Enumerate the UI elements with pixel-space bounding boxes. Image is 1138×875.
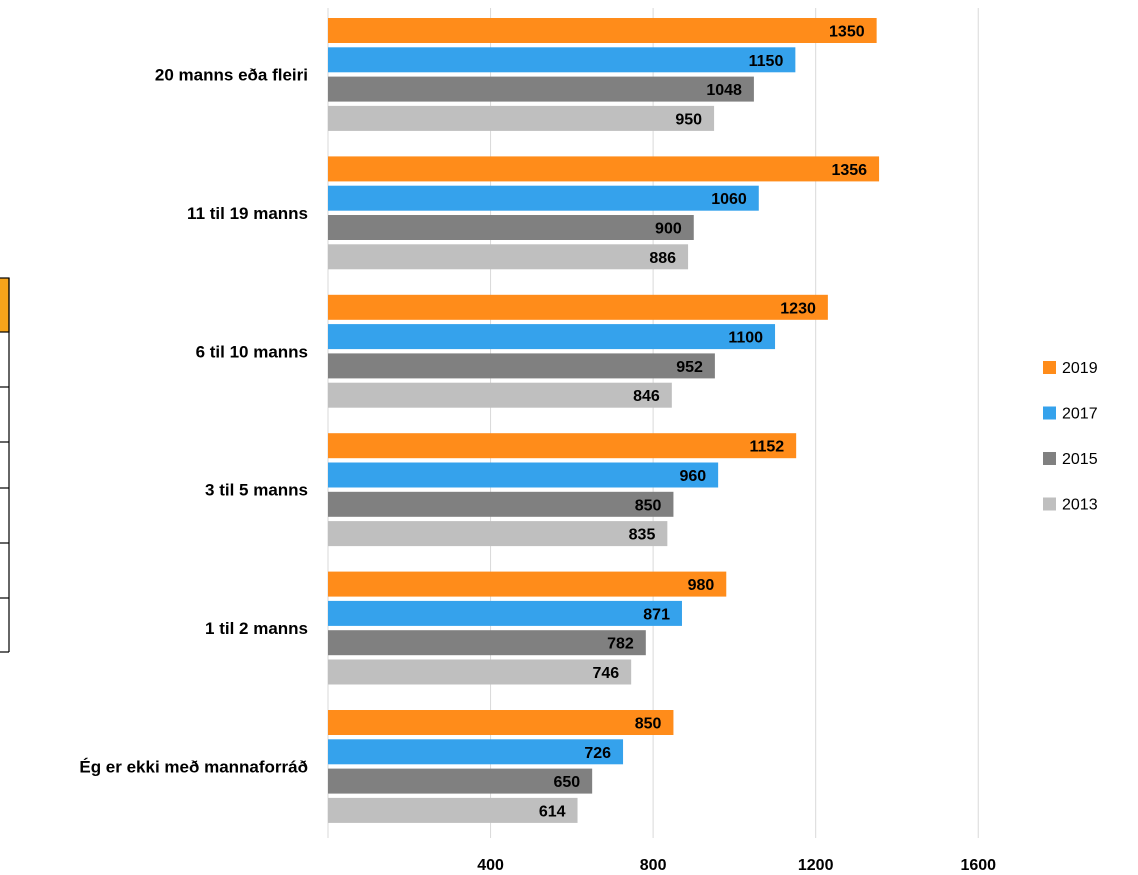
category-label: 11 til 19 manns: [187, 204, 308, 223]
table-header-cell: [0, 277, 10, 333]
data-label: 782: [607, 636, 634, 653]
gridlines: [327, 8, 979, 838]
data-label: 1152: [749, 439, 784, 456]
legend-label: 2019: [1062, 360, 1098, 377]
legend-label: 2017: [1062, 406, 1098, 423]
bar-2015: [328, 215, 694, 240]
bar-2019: [328, 571, 727, 597]
data-label: 1100: [728, 330, 763, 347]
data-label: 960: [679, 468, 706, 485]
bar-2019: [328, 710, 674, 735]
data-label: 746: [592, 665, 619, 682]
category-label: 20 manns eða fleiri: [155, 65, 308, 84]
data-label: 980: [688, 577, 715, 594]
legend-swatch: [1043, 406, 1056, 420]
data-label: 1048: [706, 82, 742, 99]
bars: [328, 18, 880, 823]
bar-2019: [328, 156, 880, 182]
x-tick-label: 1200: [798, 857, 834, 874]
bar-2019: [328, 433, 797, 459]
bar-2017: [328, 185, 759, 211]
x-tick-label: 800: [640, 857, 667, 874]
bar-2019: [328, 18, 877, 43]
bar-2019: [328, 294, 828, 320]
bar-2013: [328, 105, 715, 131]
bar-2017: [328, 47, 796, 73]
legend-swatch: [1043, 452, 1056, 465]
data-label: 900: [655, 221, 682, 238]
category-label: Ég er ekki með mannaforráð: [79, 757, 308, 776]
bar-2013: [328, 244, 689, 270]
data-label: 871: [643, 606, 670, 623]
bar-2013: [328, 659, 632, 685]
bar-2013: [328, 797, 578, 823]
data-label: 850: [635, 497, 662, 514]
x-axis-ticks: 400 800 1200 1600: [477, 857, 996, 874]
bar-2013: [328, 521, 668, 547]
bar-2015: [328, 768, 593, 794]
data-label: 846: [633, 388, 660, 405]
data-label: 726: [584, 745, 611, 762]
legend: 2019 2017 2015 2013: [1043, 360, 1098, 514]
x-tick-label: 400: [477, 857, 504, 874]
data-label: 835: [629, 527, 656, 544]
data-label: 614: [539, 803, 566, 820]
bar-2015: [328, 630, 646, 656]
table-fragment: [0, 277, 10, 653]
legend-label: 2013: [1062, 497, 1098, 514]
bar-2013: [328, 382, 672, 408]
data-label: 952: [676, 359, 703, 376]
bar-2017: [328, 324, 776, 350]
data-label: 1350: [829, 24, 865, 41]
data-label: 1060: [711, 191, 747, 208]
data-label: 1230: [780, 300, 816, 317]
bar-2017: [328, 600, 682, 626]
data-label: 1150: [749, 53, 784, 70]
x-tick-label: 1600: [960, 857, 996, 874]
category-label: 1 til 2 manns: [205, 619, 308, 638]
bar-2015: [328, 353, 715, 379]
category-label: 3 til 5 manns: [205, 481, 308, 500]
data-label: 1356: [831, 162, 867, 179]
data-label: 886: [649, 250, 676, 267]
bar-2015: [328, 491, 674, 517]
legend-swatch: [1043, 361, 1056, 374]
bar-2017: [328, 462, 719, 488]
bar-2015: [328, 76, 754, 102]
category-labels: 20 manns eða fleiri 11 til 19 manns 6 til …: [79, 65, 308, 776]
data-label: 950: [675, 111, 702, 128]
data-label: 850: [635, 716, 662, 733]
category-label: 6 til 10 manns: [196, 342, 308, 361]
legend-label: 2015: [1062, 451, 1098, 468]
legend-swatch: [1043, 497, 1056, 511]
bar-2017: [328, 739, 624, 765]
data-label: 650: [553, 774, 580, 791]
